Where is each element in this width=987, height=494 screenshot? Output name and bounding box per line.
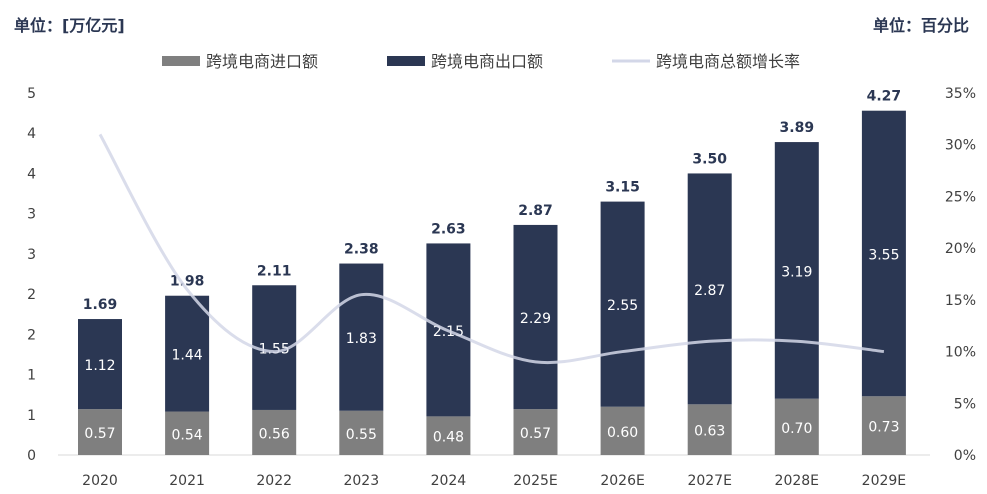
import-bar — [78, 409, 122, 455]
y-left-tick-label: 4 — [27, 166, 36, 182]
total-value-label: 4.27 — [867, 89, 902, 105]
y-left-tick-label: 0 — [27, 448, 36, 464]
y-left-tick-label: 2 — [27, 287, 36, 303]
y-right-tick-label: 5% — [954, 396, 976, 412]
x-tick-label: 2029E — [862, 473, 906, 489]
export-bar — [339, 263, 384, 411]
export-value-label: 2.55 — [607, 298, 638, 314]
legend-label: 跨境电商进口额 — [206, 52, 318, 71]
left-unit-label: 单位：[万亿元] — [14, 16, 125, 35]
import-bar — [774, 398, 819, 455]
right-unit-label: 单位：百分比 — [872, 16, 969, 35]
import-value-label: 0.57 — [520, 426, 551, 442]
import-bar — [252, 409, 297, 455]
y-right-tick-label: 35% — [945, 86, 976, 102]
import-bar — [600, 406, 645, 455]
x-tick-label: 2024 — [431, 473, 467, 489]
export-value-label: 1.12 — [84, 358, 115, 374]
total-value-label: 2.11 — [257, 263, 292, 279]
export-value-label: 1.44 — [172, 348, 203, 364]
total-value-label: 1.69 — [83, 297, 118, 313]
total-value-label: 2.38 — [344, 242, 379, 258]
y-right-tick-label: 20% — [945, 241, 976, 257]
export-bar — [513, 224, 558, 410]
import-value-label: 0.54 — [172, 427, 203, 443]
total-value-label: 3.89 — [780, 120, 815, 136]
legend-label: 跨境电商总额增长率 — [656, 52, 800, 71]
import-bar — [861, 396, 906, 455]
import-bar — [165, 411, 210, 455]
x-tick-label: 2023 — [343, 473, 379, 489]
import-bar — [687, 404, 732, 455]
y-right-tick-label: 30% — [945, 138, 976, 154]
import-value-label: 0.70 — [781, 421, 812, 437]
export-value-label: 3.19 — [781, 264, 812, 280]
legend-swatch-1 — [162, 56, 200, 66]
export-bar — [687, 173, 732, 405]
export-bar — [774, 142, 819, 399]
import-value-label: 0.60 — [607, 425, 638, 441]
y-left-tick-label: 5 — [27, 86, 36, 102]
y-left-tick-label: 2 — [27, 327, 36, 343]
export-bar — [165, 295, 210, 412]
import-value-label: 0.55 — [346, 427, 377, 443]
export-value-label: 1.83 — [346, 331, 377, 347]
import-value-label: 0.57 — [84, 426, 115, 442]
export-value-label: 2.29 — [520, 311, 551, 327]
y-left-tick-label: 1 — [27, 368, 36, 384]
y-left-tick-label: 3 — [27, 247, 36, 263]
x-tick-label: 2022 — [256, 473, 292, 489]
x-tick-label: 2026E — [600, 473, 644, 489]
growth-rate-line — [98, 133, 885, 365]
total-value-label: 2.87 — [518, 203, 553, 219]
export-value-label: 2.87 — [694, 283, 725, 299]
y-right-tick-label: 0% — [954, 448, 976, 464]
x-tick-label: 2028E — [775, 473, 819, 489]
y-left-tick-label: 1 — [27, 408, 36, 424]
y-left-tick-label: 3 — [27, 207, 36, 223]
y-right-tick-label: 10% — [945, 345, 976, 361]
legend-swatch-2 — [387, 56, 425, 66]
export-value-label: 1.55 — [259, 342, 290, 358]
x-tick-label: 2020 — [82, 473, 118, 489]
export-bar — [78, 319, 122, 410]
export-value-label: 3.55 — [868, 247, 899, 263]
legend-label: 跨境电商出口额 — [431, 52, 543, 71]
import-value-label: 0.48 — [433, 430, 464, 446]
x-tick-label: 2025E — [513, 473, 557, 489]
y-right-tick-label: 25% — [945, 189, 976, 205]
total-value-label: 3.50 — [692, 151, 727, 167]
import-bar — [339, 410, 384, 455]
import-value-label: 0.73 — [868, 420, 899, 436]
total-value-label: 2.63 — [431, 221, 466, 237]
export-bar — [600, 201, 645, 407]
import-value-label: 0.56 — [259, 426, 290, 442]
y-left-tick-label: 4 — [27, 126, 36, 142]
x-tick-label: 2021 — [169, 473, 205, 489]
import-bar — [513, 409, 558, 455]
import-bar — [426, 416, 471, 455]
x-tick-label: 2027E — [687, 473, 731, 489]
total-value-label: 3.15 — [605, 180, 640, 196]
import-value-label: 0.63 — [694, 424, 725, 440]
y-right-tick-label: 15% — [945, 293, 976, 309]
